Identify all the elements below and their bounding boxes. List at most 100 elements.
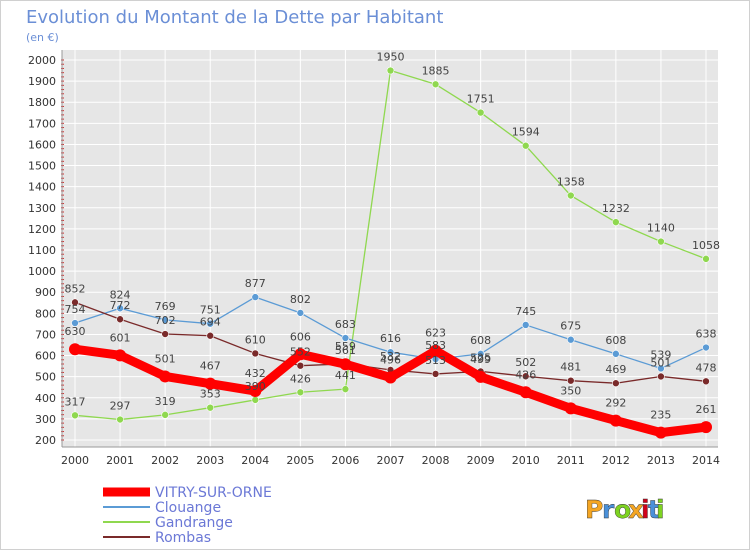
data-label: 317 bbox=[65, 395, 86, 408]
data-label: 297 bbox=[110, 400, 131, 413]
data-point bbox=[116, 315, 124, 324]
data-point bbox=[161, 411, 169, 419]
data-label: 675 bbox=[560, 320, 581, 333]
data-label: 261 bbox=[696, 403, 717, 416]
y-tick-label: 1100 bbox=[28, 244, 56, 257]
data-point bbox=[339, 358, 352, 371]
y-tick-label: 500 bbox=[35, 371, 56, 384]
data-point bbox=[654, 426, 667, 439]
data-label: 319 bbox=[155, 395, 176, 408]
y-tick-label: 800 bbox=[35, 307, 56, 320]
data-label: 630 bbox=[65, 325, 86, 338]
chart-title: Evolution du Montant de la Dette par Hab… bbox=[26, 7, 443, 28]
x-tick-label: 2001 bbox=[106, 454, 134, 467]
data-label: 702 bbox=[155, 314, 176, 327]
data-point bbox=[474, 370, 487, 383]
data-label: 608 bbox=[605, 334, 626, 347]
x-tick-label: 2000 bbox=[61, 454, 89, 467]
data-point bbox=[521, 141, 530, 150]
data-point bbox=[702, 377, 710, 386]
data-point bbox=[341, 334, 350, 342]
y-tick-label: 1500 bbox=[28, 160, 56, 173]
y-tick-label: 1700 bbox=[28, 117, 56, 130]
data-point bbox=[564, 402, 577, 415]
data-label: 1232 bbox=[602, 202, 630, 215]
y-tick-label: 1400 bbox=[28, 181, 56, 194]
y-tick-label: 600 bbox=[35, 350, 56, 363]
data-label: 610 bbox=[245, 333, 266, 346]
data-label: 583 bbox=[425, 339, 446, 352]
data-label: 623 bbox=[425, 327, 446, 340]
x-tick-label: 2013 bbox=[647, 454, 675, 467]
y-tick-label: 300 bbox=[35, 413, 56, 426]
data-label: 608 bbox=[470, 334, 491, 347]
data-label: 469 bbox=[605, 363, 626, 376]
data-label: 561 bbox=[335, 344, 356, 357]
data-label: 432 bbox=[245, 367, 266, 380]
plot-area: 200 300 400 500 600 700 800 900 1000 1100 1200 1300… bbox=[28, 50, 720, 467]
data-label: 1751 bbox=[467, 93, 495, 106]
data-point bbox=[521, 321, 530, 329]
data-label: 539 bbox=[650, 348, 671, 361]
data-label: 638 bbox=[696, 328, 717, 341]
data-label: 525 bbox=[470, 351, 491, 364]
x-tick-label: 2014 bbox=[692, 454, 720, 467]
data-label: 353 bbox=[200, 388, 221, 401]
data-label: 824 bbox=[110, 288, 131, 301]
x-tick-label: 2010 bbox=[512, 454, 540, 467]
logo-letter: i bbox=[641, 495, 650, 524]
x-tick-label: 2007 bbox=[377, 454, 405, 467]
logo-letter: o bbox=[614, 495, 631, 524]
data-point bbox=[384, 371, 397, 384]
data-point bbox=[429, 344, 442, 357]
data-label: 532 bbox=[380, 350, 401, 363]
y-tick-label: 200 bbox=[35, 434, 56, 447]
data-label: 559 bbox=[335, 340, 356, 353]
data-point bbox=[249, 385, 262, 398]
data-point bbox=[206, 403, 215, 412]
data-label: 426 bbox=[515, 368, 536, 381]
data-point bbox=[566, 376, 575, 385]
data-point bbox=[702, 255, 710, 263]
data-point bbox=[69, 343, 81, 356]
data-point bbox=[341, 385, 350, 393]
data-label: 1358 bbox=[557, 176, 585, 189]
data-label: 292 bbox=[605, 397, 626, 410]
data-point bbox=[204, 377, 217, 390]
data-label: 1058 bbox=[692, 239, 720, 252]
data-label: 1594 bbox=[512, 126, 540, 139]
data-label: 772 bbox=[110, 299, 131, 312]
y-tick-label: 2000 bbox=[28, 54, 56, 67]
data-label: 441 bbox=[335, 369, 356, 382]
logo-letter: x bbox=[628, 495, 644, 524]
x-tick-label: 2006 bbox=[331, 454, 359, 467]
legend-label: VITRY-SUR-ORNE bbox=[155, 485, 272, 501]
data-point bbox=[566, 191, 575, 200]
y-tick-label: 1600 bbox=[28, 138, 56, 151]
data-point bbox=[296, 309, 305, 317]
data-label: 501 bbox=[155, 352, 176, 365]
data-point bbox=[609, 414, 622, 427]
data-point bbox=[657, 372, 665, 381]
data-point bbox=[251, 396, 260, 404]
data-label: 751 bbox=[200, 304, 221, 317]
x-tick-label: 2011 bbox=[557, 454, 585, 467]
logo-letter: i bbox=[656, 495, 665, 524]
x-tick-label: 2004 bbox=[241, 454, 269, 467]
data-label: 552 bbox=[290, 346, 311, 359]
data-point bbox=[296, 388, 305, 397]
data-label: 877 bbox=[245, 277, 266, 290]
data-label: 601 bbox=[110, 331, 131, 344]
data-point bbox=[476, 108, 485, 117]
data-point bbox=[251, 349, 260, 358]
data-point bbox=[612, 379, 620, 388]
y-tick-label: 1800 bbox=[28, 96, 56, 109]
data-label: 1140 bbox=[647, 222, 675, 235]
data-label: 513 bbox=[425, 354, 446, 367]
data-label: 426 bbox=[290, 372, 311, 385]
data-point bbox=[71, 319, 79, 327]
legend-label: Gandrange bbox=[155, 515, 233, 531]
